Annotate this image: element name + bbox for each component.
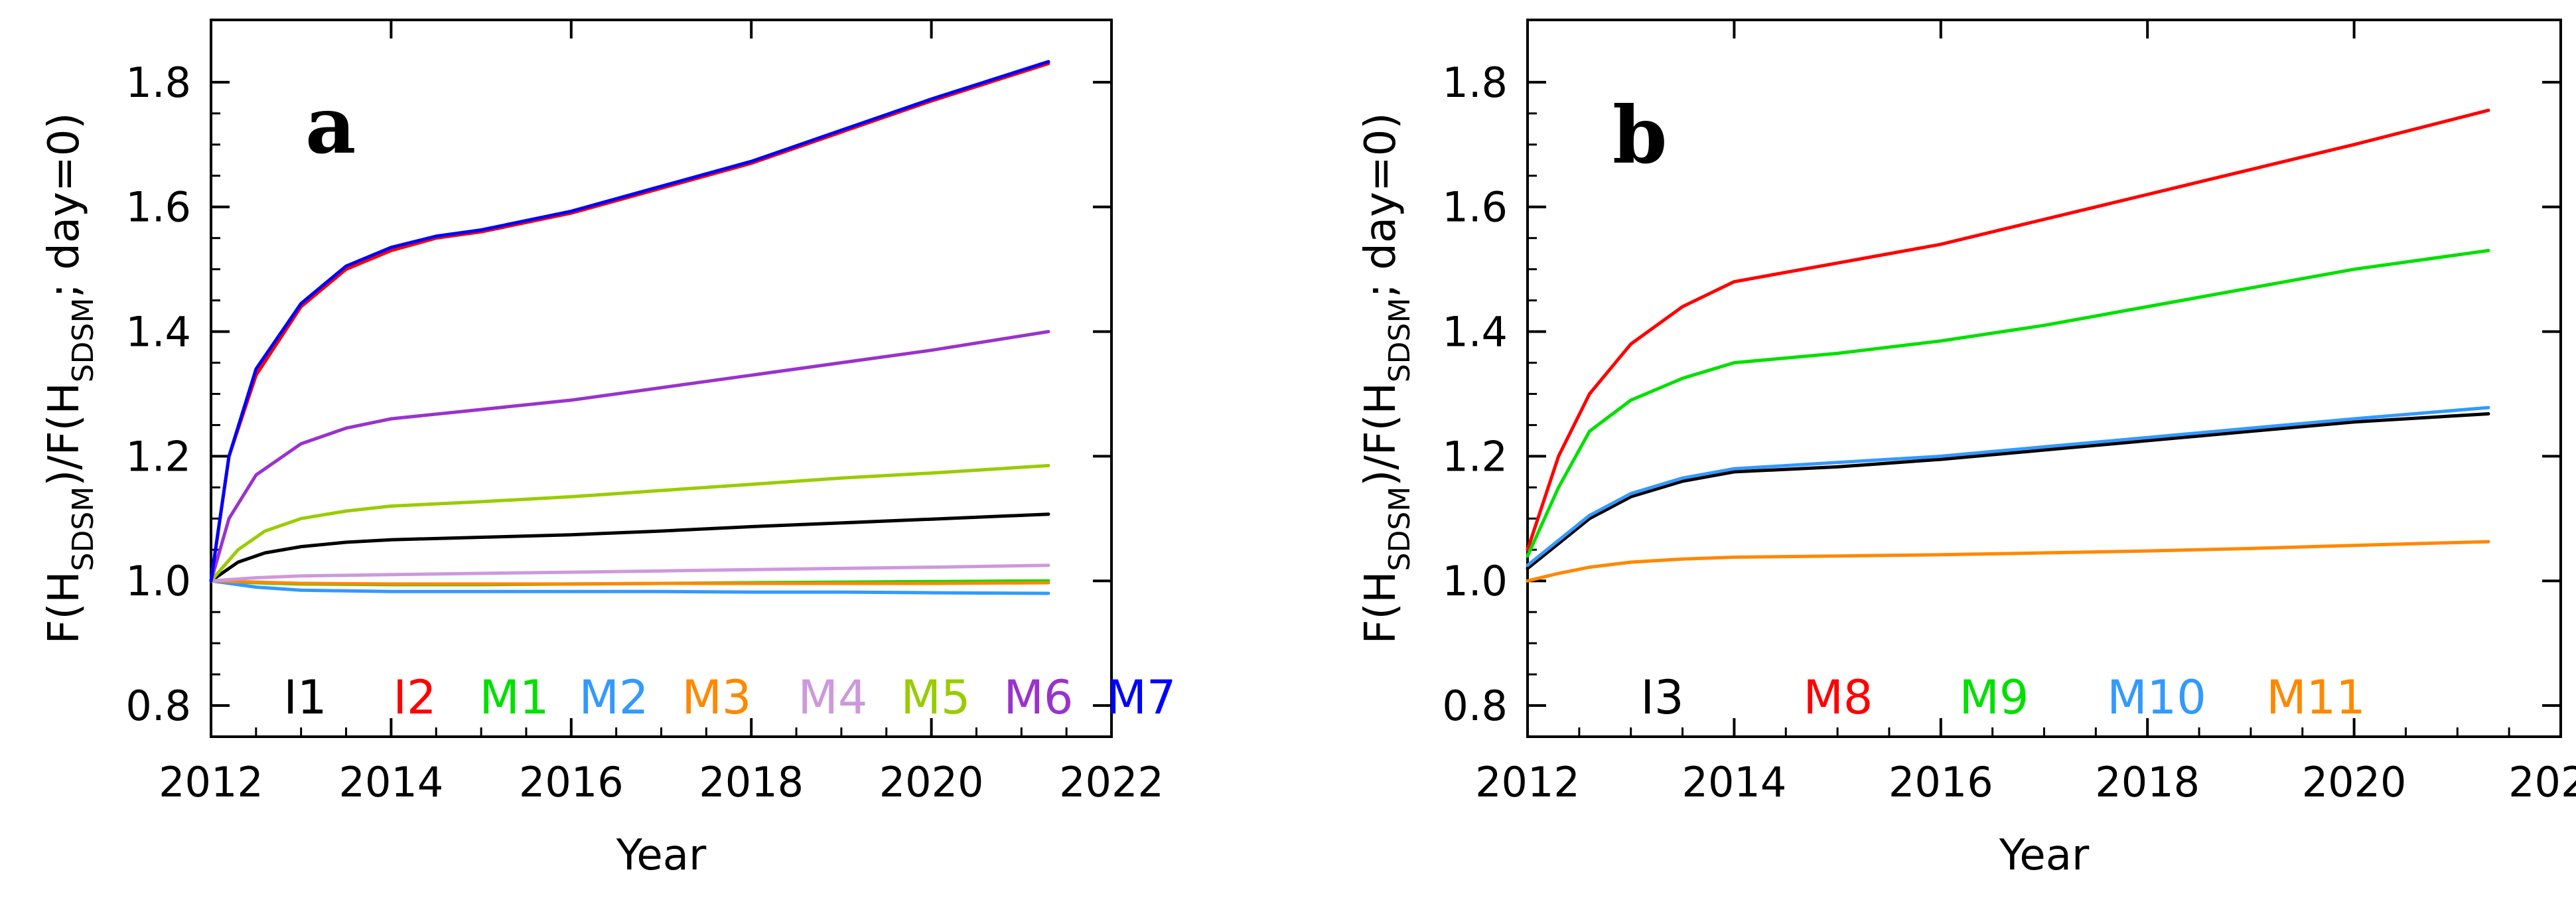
x-tick-label: 2018 [2095,758,2200,806]
y-tick-label: 1.0 [125,557,191,605]
x-tick-label: 2022 [1059,758,1164,806]
x-tick-label: 2020 [2302,758,2407,806]
series-line-M3 [209,579,1050,586]
x-tick-label: 2014 [339,758,444,806]
legend-label-M1: M1 [480,670,549,725]
panel-b: 2012 2014 2016 2018 2020 2022 0.8 1.0 1.2 1.4 1.6 1… [1356,19,2576,880]
svg-text:F(HSDSM)/F(HSDSM; day=0): F(HSDSM)/F(HSDSM; day=0) [1356,113,1417,644]
series-line-M6 [209,330,1050,583]
x-axis-title: Year [616,831,707,880]
panel-label: a [305,79,356,171]
y-tick-label: 1.8 [125,58,191,107]
series-line-M11 [1526,540,2490,583]
series-line-M8 [1526,108,2490,552]
series-line-M10 [1526,406,2490,567]
panel-label: b [1612,89,1668,181]
x-tick-label: 2018 [699,758,804,806]
y-tick-label: 1.4 [125,308,191,356]
legend-label-I2: I2 [393,670,436,725]
y-tick-label: 1.2 [125,432,191,481]
legend-label-M6: M6 [1004,670,1074,725]
series-line-M2 [209,579,1050,595]
x-tick-label: 2016 [1889,758,1993,806]
y-tick-label: 1.2 [1442,432,1508,481]
legend-label-M8: M8 [1804,670,1873,725]
svg-text:F(HSDSM)/F(HSDSM; day=0): F(HSDSM)/F(HSDSM; day=0) [40,113,100,644]
series-line-M7 [209,60,1050,583]
x-tick-label: 2016 [519,758,624,806]
legend-label-M4: M4 [798,670,868,725]
legend-label-M5: M5 [901,670,971,725]
panel-a: 2012 2014 2016 2018 2020 2022 0.8 1.0 1.2 1.4 1.6 1… [40,19,1177,880]
series-line-I3 [1526,412,2490,570]
x-tick-label: 2022 [2508,758,2576,806]
x-tick-label: 2012 [1475,758,1580,806]
legend-label-M11: M11 [2266,670,2365,725]
x-tick-label: 2012 [159,758,263,806]
y-axis-title: F(HSDSM)/F(HSDSM; day=0) [40,113,100,644]
series-line-M9 [1526,249,2490,558]
x-axis-title: Year [1999,831,2090,880]
y-tick-label: 0.8 [125,682,191,730]
y-tick-label: 1.6 [125,183,191,232]
legend-label-M2: M2 [579,670,649,725]
x-tick-label: 2020 [879,758,984,806]
y-tick-label: 1.6 [1442,183,1508,232]
y-tick-label: 1.0 [1442,557,1508,605]
y-axis-title: F(HSDSM)/F(HSDSM; day=0) [1356,113,1417,644]
series-line-M4 [209,563,1050,583]
y-tick-label: 1.4 [1442,308,1508,356]
legend-label-M7: M7 [1107,670,1177,725]
series-line-M5 [209,464,1050,583]
x-tick-label: 2014 [1682,758,1787,806]
legend-label-M10: M10 [2107,670,2206,725]
legend-label-I1: I1 [283,670,326,725]
legend-label-M3: M3 [682,670,752,725]
series-line-I2 [209,62,1050,583]
series-line-I1 [209,512,1050,583]
y-tick-label: 1.8 [1442,58,1508,107]
legend-label-M9: M9 [1960,670,2029,725]
legend-label-I3: I3 [1640,670,1683,725]
y-tick-label: 0.8 [1442,682,1508,730]
